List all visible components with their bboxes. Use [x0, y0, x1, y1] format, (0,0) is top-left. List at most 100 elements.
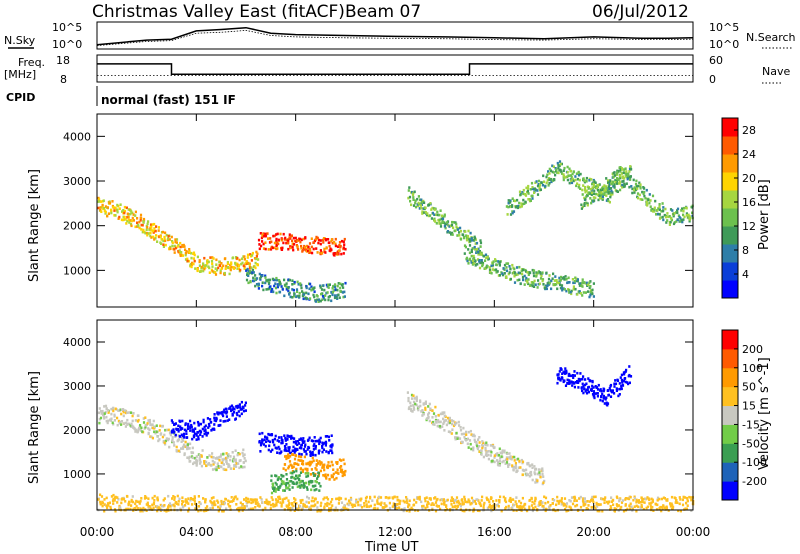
echo-cell-track-1 [222, 420, 225, 423]
echo-cell-track-7 [522, 505, 525, 508]
echo-cell-track-6 [635, 185, 638, 188]
echo-cell-track-2 [271, 288, 274, 291]
echo-cell-track-6 [606, 179, 610, 182]
echo-cell-track-3 [417, 201, 420, 205]
echo-cell-track-0 [175, 241, 178, 244]
echo-cell-track-7 [397, 498, 400, 502]
echo-cell-track-4 [527, 278, 530, 281]
echo-cell-track-5 [409, 401, 412, 405]
echo-cell-track-4 [519, 282, 522, 286]
echo-cell-track-6 [601, 186, 604, 190]
echo-cell-track-7 [347, 499, 351, 502]
echo-cell-track-7 [233, 497, 236, 501]
echo-cell-track-4 [541, 271, 544, 274]
echo-cell-track-7 [669, 505, 672, 508]
echo-cell-track-0 [146, 226, 149, 229]
echo-cell-track-5 [548, 172, 551, 175]
echo-cell-track-6 [618, 382, 621, 385]
echo-cell-track-2 [285, 285, 288, 289]
echo-cell-track-2 [253, 279, 256, 283]
echo-cell-track-7 [627, 497, 630, 500]
echo-cell-track-5 [518, 459, 521, 463]
echo-cell-track-4 [502, 273, 505, 277]
echo-cell-track-5 [624, 167, 627, 170]
echo-cell-track-2 [285, 288, 288, 291]
echo-cell-track-0 [198, 462, 202, 465]
echo-cell-track-1 [315, 247, 318, 250]
echo-cell-track-7 [198, 501, 201, 504]
echo-cell-track-7 [334, 506, 337, 510]
echo-cell-track-1 [216, 411, 219, 414]
echo-cell-track-6 [613, 385, 616, 388]
echo-cell-track-6 [598, 194, 601, 197]
echo-cell-track-0 [112, 406, 115, 410]
echo-cell-track-3 [292, 453, 295, 456]
echo-cell-track-7 [193, 495, 196, 498]
echo-cell-track-7 [205, 509, 208, 512]
echo-cell-track-0 [164, 239, 167, 243]
echo-cell-track-5 [500, 455, 503, 458]
echo-cell-track-6 [608, 387, 611, 390]
echo-cell-track-7 [679, 509, 682, 513]
echo-cell-track-5 [437, 419, 440, 422]
echo-cell-track-1 [324, 238, 328, 242]
echo-cell-track-0 [201, 449, 204, 452]
echo-cell-track-5 [539, 183, 542, 187]
echo-cell-track-5 [412, 400, 416, 404]
echo-cell-track-0 [100, 410, 103, 413]
echo-cell-track-6 [651, 194, 655, 198]
echo-cell-track-1 [342, 252, 345, 255]
echo-cell-track-1 [177, 430, 180, 433]
echo-cell-track-2 [324, 435, 327, 438]
echo-cell-track-4 [582, 291, 585, 294]
echo-cell-track-6 [583, 204, 586, 207]
echo-cell-track-7 [426, 503, 429, 507]
echo-cell-track-7 [459, 502, 462, 506]
echo-cell-track-4 [495, 268, 498, 271]
echo-cell-track-1 [289, 245, 292, 248]
echo-cell-track-7 [282, 501, 285, 504]
echo-cell-track-7 [152, 506, 155, 510]
echo-cell-track-0 [242, 454, 245, 458]
echo-cell-track-0 [107, 419, 110, 423]
echo-cell-track-0 [188, 248, 191, 251]
echo-cell-track-2 [281, 439, 284, 443]
echo-cell-track-5 [551, 164, 554, 168]
echo-cell-track-6 [647, 198, 650, 202]
echo-cell-track-2 [288, 293, 291, 296]
echo-cell-track-5 [612, 185, 615, 188]
frequency-panel: Freq. [MHz] 18 8 60 0 Nave [4, 54, 790, 86]
echo-cell-track-7 [584, 500, 587, 503]
echo-cell-track-7 [450, 496, 453, 499]
echo-cell-track-0 [97, 206, 100, 210]
echo-cell-track-6 [631, 187, 634, 191]
echo-cell-track-4 [468, 251, 471, 255]
echo-cell-track-0 [251, 251, 254, 255]
echo-cell-track-0 [157, 229, 160, 232]
echo-cell-track-4 [289, 471, 292, 475]
echo-cell-track-0 [126, 215, 129, 219]
echo-cell-track-6 [586, 194, 589, 197]
echo-cell-track-5 [592, 178, 595, 182]
echo-cell-track-7 [385, 504, 388, 508]
echo-cell-track-7 [515, 509, 518, 512]
echo-cell-track-2 [305, 297, 309, 300]
echo-cell-track-6 [600, 389, 603, 393]
echo-cell-track-2 [298, 442, 301, 445]
echo-cell-track-2 [343, 295, 346, 298]
echo-cell-track-4 [298, 477, 301, 481]
echo-cell-track-5 [618, 180, 621, 183]
echo-cell-track-5 [427, 413, 430, 416]
echo-cell-track-6 [670, 218, 673, 222]
echo-cell-track-0 [226, 454, 230, 458]
echo-cell-track-6 [610, 182, 614, 186]
echo-cell-track-5 [463, 435, 466, 439]
echo-cell-track-5 [618, 181, 621, 185]
echo-cell-track-5 [443, 419, 446, 422]
echo-cell-track-7 [139, 499, 142, 503]
echo-cell-track-7 [254, 502, 257, 505]
echo-cell-track-1 [333, 254, 336, 257]
echo-cell-track-7 [492, 504, 495, 508]
colorbar-tick-label: 50 [742, 381, 756, 394]
echo-cell-track-0 [142, 417, 145, 420]
